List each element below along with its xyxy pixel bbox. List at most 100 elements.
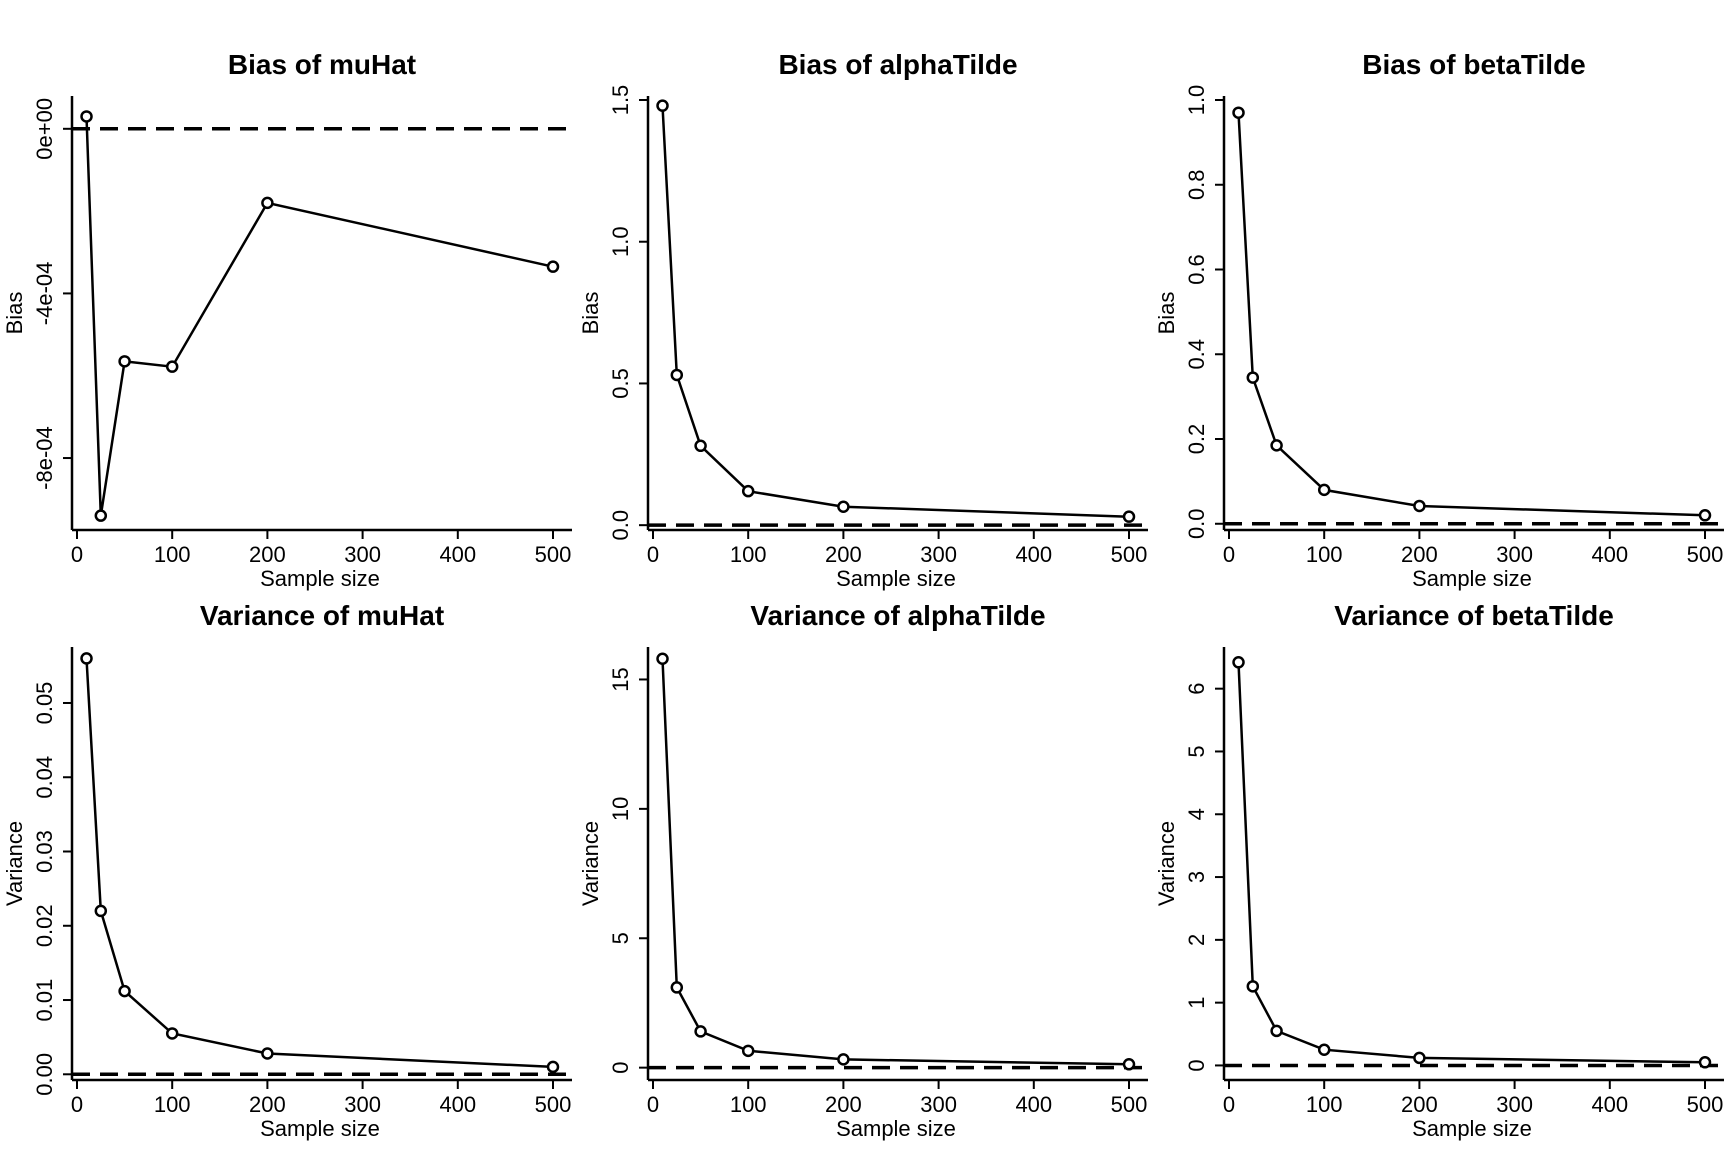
data-point	[656, 99, 669, 112]
y-tick-label: 0	[608, 1062, 633, 1074]
y-tick-label: 5	[1184, 745, 1209, 757]
series-line	[1237, 662, 1706, 1064]
data-point	[1413, 499, 1426, 513]
panel-2: Bias of alphaTilde 0 100 200 300 400 500 0.0 0.5…	[578, 49, 1148, 591]
x-tick-label: 500	[1687, 1092, 1724, 1117]
panel-title: Variance of muHat	[200, 600, 444, 631]
x-tick-label: 100	[154, 542, 191, 567]
y-axis-label: Bias	[2, 292, 27, 335]
x-tick-label: 0	[71, 1092, 83, 1117]
data-point	[1232, 656, 1245, 669]
data-point	[656, 652, 669, 666]
data-point	[1270, 1024, 1283, 1038]
x-tick-label: 100	[154, 1092, 191, 1117]
x-tick-label: 0	[647, 1092, 659, 1117]
x-tick-label: 100	[730, 1092, 767, 1117]
x-tick-label: 100	[1306, 1092, 1343, 1117]
x-tick-label: 400	[1015, 1092, 1052, 1117]
data-point	[670, 368, 684, 382]
x-tick-label: 200	[825, 1092, 862, 1117]
x-tick-label: 300	[344, 542, 381, 567]
data-point	[94, 904, 108, 918]
data-point	[165, 360, 179, 373]
x-tick-label: 500	[535, 542, 572, 567]
y-tick-label: 1.5	[608, 85, 633, 116]
data-point	[670, 981, 684, 994]
x-tick-label: 300	[344, 1092, 381, 1117]
y-tick-label: 0.05	[32, 682, 57, 725]
data-point	[118, 355, 131, 368]
x-axis-label: Sample size	[836, 1116, 956, 1141]
y-tick-label: 0.00	[32, 1053, 57, 1096]
x-tick-label: 100	[1306, 542, 1343, 567]
data-point	[80, 110, 93, 123]
x-axis-label: Sample size	[260, 566, 380, 591]
data-point	[1317, 1043, 1331, 1056]
x-tick-label: 200	[1401, 542, 1438, 567]
x-axis-label: Sample size	[260, 1116, 380, 1141]
panel-1: Bias of muHat 0 100 200 300 400 500 0e+00 -4e-04…	[2, 49, 572, 591]
panel-title: Bias of alphaTilde	[778, 49, 1017, 80]
y-tick-label: -4e-04	[32, 262, 57, 326]
y-axis-label: Variance	[1154, 821, 1179, 906]
data-point	[1246, 980, 1260, 993]
panel-title: Bias of muHat	[228, 49, 416, 80]
x-tick-label: 200	[249, 1092, 286, 1117]
y-tick-label: 15	[608, 667, 633, 691]
panel-5: Variance of alphaTilde 0 100 200 300 400 500 0 5…	[578, 600, 1148, 1141]
x-tick-label: 500	[1111, 1092, 1148, 1117]
x-tick-label: 0	[1223, 1092, 1235, 1117]
y-tick-label: 0.5	[608, 368, 633, 399]
x-tick-label: 0	[71, 542, 83, 567]
x-tick-label: 500	[1687, 542, 1724, 567]
data-point	[165, 1027, 179, 1040]
data-point	[694, 439, 707, 453]
x-tick-label: 200	[249, 542, 286, 567]
x-tick-label: 300	[1496, 1092, 1533, 1117]
y-tick-label: 0.0	[1184, 508, 1209, 539]
data-point	[546, 1060, 560, 1074]
x-tick-label: 300	[1496, 542, 1533, 567]
y-tick-label: -8e-04	[32, 426, 57, 490]
y-tick-label: 2	[1184, 934, 1209, 946]
y-tick-label: 3	[1184, 871, 1209, 883]
data-point	[1122, 510, 1136, 523]
panel-6: Variance of betaTilde 0 100 200 300 400 500 0 1 2…	[1154, 600, 1724, 1141]
x-tick-label: 200	[1401, 1092, 1438, 1117]
data-point	[1122, 1058, 1136, 1071]
data-point	[546, 260, 560, 273]
series-line	[85, 116, 554, 516]
panel-title: Bias of betaTilde	[1362, 49, 1586, 80]
data-point	[1317, 483, 1331, 497]
y-axis-label: Variance	[2, 821, 27, 906]
data-point	[118, 984, 131, 998]
y-tick-label: 0.0	[608, 510, 633, 541]
y-tick-label: 0	[1184, 1059, 1209, 1071]
y-tick-label: 0.2	[1184, 424, 1209, 455]
x-tick-label: 200	[825, 542, 862, 567]
y-tick-label: 5	[608, 932, 633, 944]
data-point	[1232, 106, 1245, 119]
panel-title: Variance of alphaTilde	[750, 600, 1045, 631]
x-tick-label: 400	[1591, 542, 1628, 567]
data-point	[1698, 1056, 1712, 1069]
x-tick-label: 100	[730, 542, 767, 567]
y-tick-label: 0.01	[32, 979, 57, 1022]
series-line	[661, 658, 1130, 1066]
x-tick-label: 400	[1015, 542, 1052, 567]
panel-4: Variance of muHat 0 100 200 300 400 500 0.00 0.0…	[2, 600, 572, 1141]
y-tick-label: 4	[1184, 808, 1209, 820]
data-point	[741, 1044, 755, 1058]
data-point	[1698, 509, 1712, 522]
data-point	[837, 1053, 850, 1066]
data-point	[837, 500, 850, 513]
panel-title: Variance of betaTilde	[1334, 600, 1614, 631]
x-tick-label: 0	[1223, 542, 1235, 567]
y-tick-label: 0.04	[32, 756, 57, 799]
x-tick-label: 500	[535, 1092, 572, 1117]
series-line	[661, 105, 1130, 518]
series-line	[85, 658, 554, 1069]
x-tick-label: 0	[647, 542, 659, 567]
y-axis-label: Bias	[578, 292, 603, 335]
